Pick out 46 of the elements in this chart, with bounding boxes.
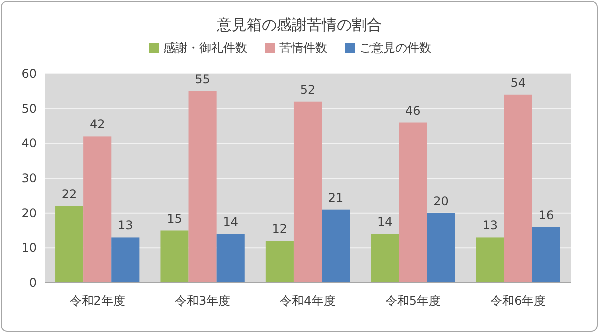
data-label: 14 (378, 215, 393, 230)
bar (476, 238, 504, 283)
bar (160, 230, 189, 283)
y-tick-label: 10 (22, 241, 37, 256)
data-label: 46 (406, 104, 421, 118)
x-tick-label: 令和6年度 (490, 294, 546, 308)
data-label: 20 (434, 194, 449, 208)
bar (294, 102, 322, 283)
x-tick-label: 令和4年度 (280, 294, 336, 308)
data-label: 52 (300, 82, 316, 97)
data-label: 55 (195, 72, 210, 86)
y-tick-label: 30 (22, 172, 37, 186)
data-label: 13 (482, 218, 498, 233)
x-tick-label: 令和2年度 (70, 294, 126, 308)
bar (532, 227, 560, 283)
bar (427, 213, 456, 283)
bar (504, 94, 532, 283)
bar (322, 210, 350, 283)
data-label: 14 (223, 215, 238, 230)
legend-label: 苦情件数 (280, 41, 328, 55)
legend-label: 感謝・御礼件数 (164, 41, 248, 55)
data-label: 15 (167, 212, 182, 226)
y-tick-label: 40 (22, 136, 37, 151)
legend-label: ご意見の件数 (360, 41, 432, 55)
bar (112, 238, 140, 283)
x-tick-label: 令和5年度 (385, 294, 442, 308)
y-tick-label: 0 (29, 276, 37, 290)
data-label: 12 (272, 222, 288, 236)
bar (56, 206, 84, 283)
x-tick-label: 令和3年度 (174, 294, 231, 308)
bar (371, 234, 400, 283)
data-label: 22 (62, 187, 78, 202)
data-label: 13 (118, 218, 134, 233)
data-label: 42 (90, 118, 106, 132)
data-label: 54 (510, 76, 526, 90)
y-tick-label: 50 (22, 102, 37, 116)
bar (188, 91, 217, 283)
chart-title: 意見箱の感謝苦情の割合 (216, 16, 382, 34)
y-tick-label: 20 (22, 206, 37, 220)
data-label: 16 (538, 208, 554, 222)
bar (266, 241, 294, 283)
bar (216, 234, 245, 283)
bar (84, 136, 112, 283)
data-label: 21 (328, 190, 344, 205)
bar (399, 122, 428, 283)
y-tick-label: 60 (22, 67, 37, 81)
